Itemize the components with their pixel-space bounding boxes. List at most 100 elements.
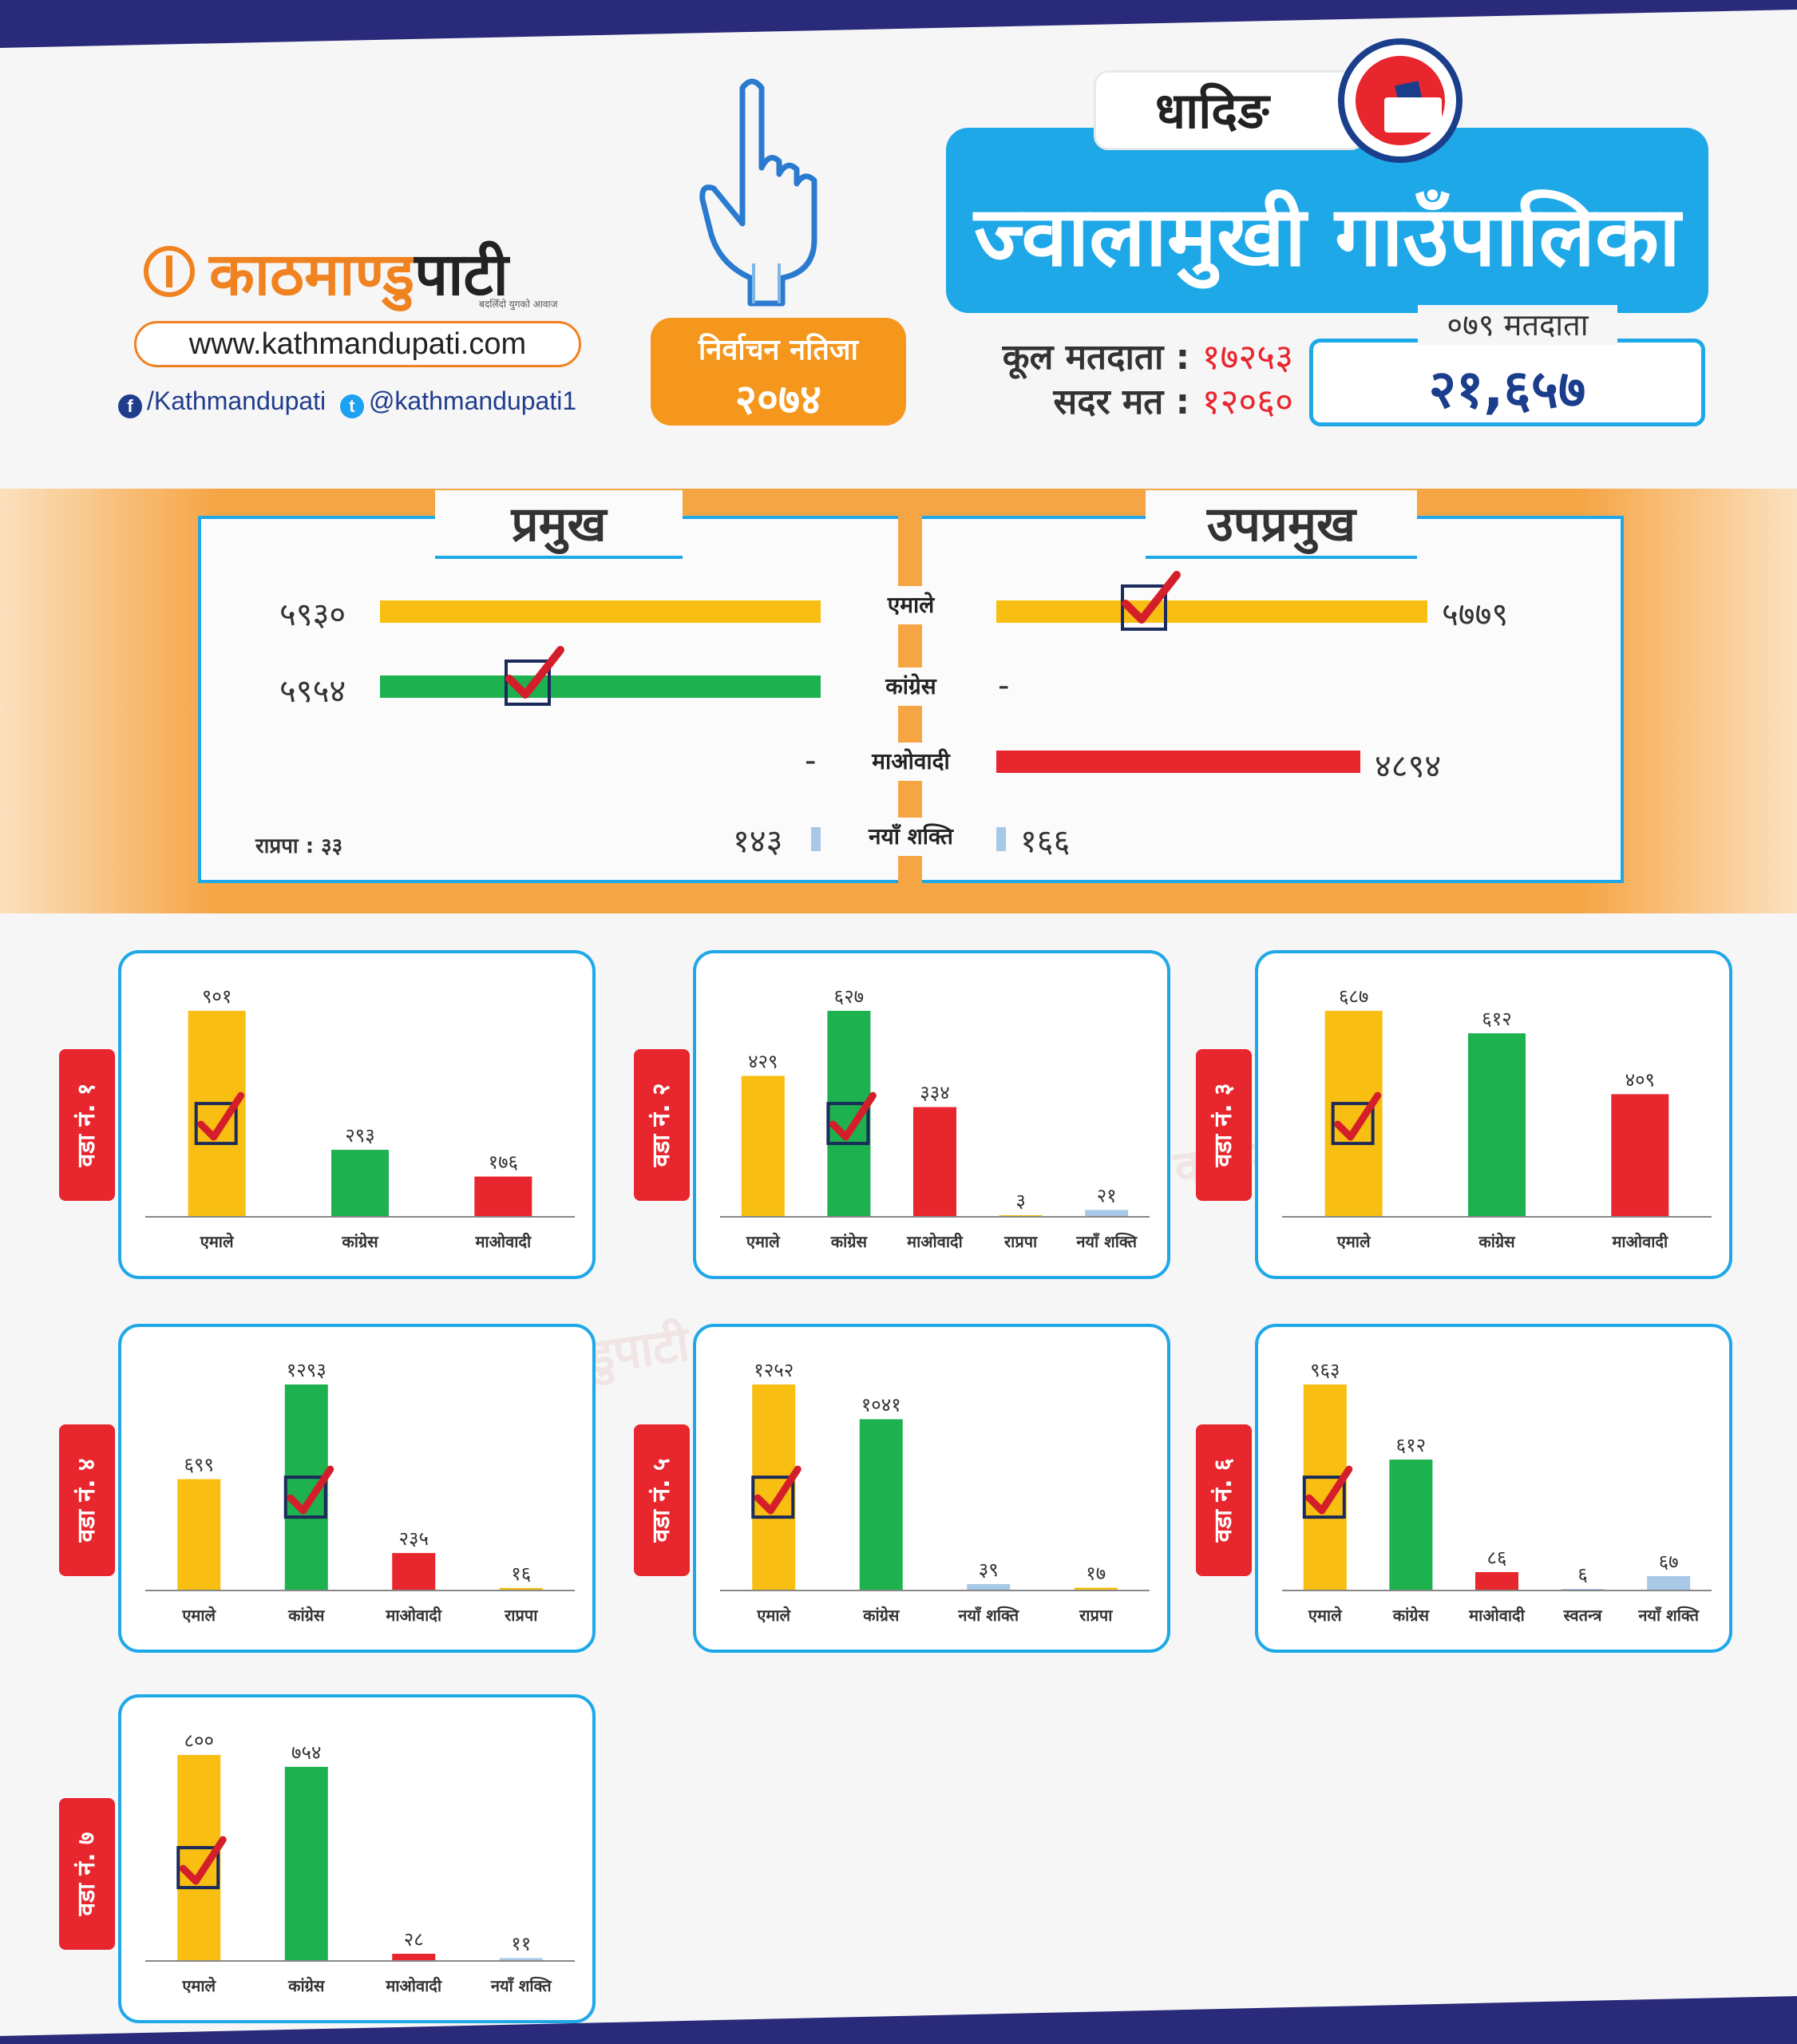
category-label: माओवादी bbox=[385, 1606, 442, 1625]
ward-title: वडा नं. ४ bbox=[73, 1458, 101, 1543]
category-label: माओवादी bbox=[1611, 1232, 1668, 1251]
data-label: २३५ bbox=[399, 1527, 429, 1550]
chief-value-newforce: १४३ bbox=[733, 823, 783, 860]
deputy-bar-newforce bbox=[996, 827, 1006, 851]
ward-card: ९६३ एमाले ६१२ कांग्रेस ८६ माओवादी ६ स्वतन्त्र ६७… bbox=[1255, 1324, 1732, 1653]
data-label: ६२७ bbox=[834, 985, 864, 1008]
category-label: कांग्रेस bbox=[341, 1232, 379, 1251]
twitter-handle[interactable]: @kathmandupati1 bbox=[368, 386, 577, 415]
twitter-icon[interactable]: t bbox=[339, 394, 364, 418]
ward-tab: वडा नं. ३ bbox=[1196, 1049, 1252, 1201]
ward-card: १२५२ एमाले १०४१ कांग्रेस ३९ नयाँ शक्ति १७ राप्र… bbox=[693, 1324, 1170, 1653]
top-band bbox=[0, 0, 1797, 48]
category-label: कांग्रेस bbox=[1478, 1232, 1516, 1251]
ward-tab: वडा नं. १ bbox=[59, 1049, 115, 1201]
data-label: १२५२ bbox=[754, 1359, 794, 1381]
ward-title: वडा नं. ५ bbox=[647, 1458, 675, 1543]
data-label: ४०९ bbox=[1625, 1068, 1655, 1091]
ward-chart: १२५२ एमाले १०४१ कांग्रेस ३९ नयाँ शक्ति १७ राप्र… bbox=[720, 1359, 1150, 1625]
deputy-title: उपप्रमुख bbox=[1146, 490, 1417, 559]
winner-check-icon bbox=[1302, 1465, 1353, 1519]
facebook-icon[interactable]: f bbox=[118, 394, 142, 418]
data-label: ६७ bbox=[1659, 1551, 1679, 1573]
ward-card: ९०१ एमाले २९३ कांग्रेस १७६ माओवादी bbox=[118, 950, 596, 1279]
voting-hand-icon bbox=[699, 78, 817, 307]
deputy-value-congress: - bbox=[998, 667, 1010, 704]
chief-value-uml: ५९३० bbox=[279, 596, 346, 633]
category-label: कांग्रेस bbox=[830, 1232, 869, 1251]
logo-tagline: बदलिँदो युगको आवाज bbox=[479, 299, 558, 310]
winner-check-icon bbox=[826, 1091, 877, 1146]
data-label: ६८७ bbox=[1339, 985, 1368, 1008]
winner-check-icon bbox=[194, 1091, 245, 1146]
voters-079-value: २१,६५७ bbox=[1428, 358, 1586, 420]
ward-chart: ६८७ एमाले ६१२ कांग्रेस ४०९ माओवादी bbox=[1282, 985, 1712, 1251]
voters-079-label: ०७९ मतदाता bbox=[1418, 305, 1617, 345]
data-label: २१ bbox=[1097, 1184, 1117, 1206]
data-label: ३ bbox=[1015, 1190, 1025, 1212]
data-label: ६९९ bbox=[184, 1454, 214, 1476]
ward-card: ४२९ एमाले ६२७ कांग्रेस ३३४ माओवादी ३ राप्रपा २१ न… bbox=[693, 950, 1170, 1279]
party-label-maoist: माओवादी bbox=[851, 743, 971, 781]
data-label: ९०१ bbox=[202, 985, 232, 1008]
data-label: ११ bbox=[511, 1932, 531, 1955]
bar bbox=[499, 1958, 543, 1961]
data-label: ३३४ bbox=[920, 1082, 949, 1104]
category-label: माओवादी bbox=[474, 1232, 532, 1251]
bar bbox=[913, 1107, 956, 1217]
ward-tab: वडा नं. ६ bbox=[1196, 1424, 1252, 1576]
ward-card: ६८७ एमाले ६१२ कांग्रेस ४०९ माओवादी bbox=[1255, 950, 1732, 1279]
category-label: नयाँ शक्ति bbox=[1637, 1606, 1700, 1625]
district-name: धादिङ bbox=[1094, 70, 1365, 150]
category-label: नयाँ शक्ति bbox=[1075, 1232, 1138, 1251]
website-link[interactable]: www.kathmandupati.com bbox=[134, 321, 581, 367]
category-label: नयाँ शक्ति bbox=[957, 1606, 1019, 1625]
category-label: एमाले bbox=[181, 1606, 216, 1625]
bar bbox=[392, 1953, 436, 1961]
bar bbox=[177, 1479, 221, 1590]
ward-tab: वडा नं. ७ bbox=[59, 1798, 115, 1950]
chief-bar-congress bbox=[380, 675, 821, 698]
bar bbox=[859, 1419, 903, 1590]
data-label: १६ bbox=[511, 1563, 531, 1585]
kathmandupati-logo: काठमाण्डुपाटी बदलिँदो युगको आवाज bbox=[136, 232, 583, 319]
data-label: ३९ bbox=[979, 1559, 999, 1581]
chief-bar-uml bbox=[380, 600, 821, 623]
bar bbox=[741, 1075, 785, 1217]
ward-title: वडा नं. ३ bbox=[1209, 1083, 1237, 1167]
ward-title: वडा नं. ७ bbox=[73, 1832, 101, 1916]
bar bbox=[331, 1150, 389, 1217]
ward-card: ६९९ एमाले १२९३ कांग्रेस २३५ माओवादी १६ राप्रपा bbox=[118, 1324, 596, 1653]
category-label: कांग्रेस bbox=[287, 1976, 326, 1995]
data-label: ६१२ bbox=[1396, 1434, 1426, 1456]
deputy-winner-check-icon bbox=[1121, 571, 1181, 631]
category-label: राप्रपा bbox=[504, 1606, 538, 1625]
category-label: एमाले bbox=[746, 1232, 781, 1251]
voters-079-box bbox=[1309, 339, 1705, 426]
chief-value-maoist: - bbox=[805, 743, 817, 779]
deputy-value-uml: ५७७९ bbox=[1442, 596, 1509, 633]
logo-mark-icon bbox=[144, 246, 195, 297]
ward-title: वडा नं. १ bbox=[73, 1083, 101, 1167]
logo-text-primary: काठमाण्डु bbox=[209, 240, 415, 309]
category-label: माओवादी bbox=[1468, 1606, 1526, 1625]
ward-title: वडा नं. २ bbox=[647, 1083, 675, 1167]
party-label-congress: कांग्रेस bbox=[851, 667, 971, 706]
category-label: माओवादी bbox=[385, 1976, 442, 1995]
ward-tab: वडा नं. ४ bbox=[59, 1424, 115, 1576]
bar bbox=[1647, 1576, 1691, 1590]
category-label: एमाले bbox=[200, 1232, 235, 1251]
chief-winner-check-icon bbox=[505, 646, 564, 706]
category-label: माओवादी bbox=[906, 1232, 964, 1251]
category-label: एमाले bbox=[1336, 1232, 1371, 1251]
result-label: निर्वाचन नतिजा bbox=[699, 334, 858, 366]
facebook-handle[interactable]: /Kathmandupati bbox=[147, 386, 327, 415]
data-label: ८६ bbox=[1487, 1547, 1507, 1569]
data-label: १७६ bbox=[489, 1151, 518, 1174]
bar bbox=[1475, 1571, 1518, 1590]
data-label: ७५४ bbox=[291, 1741, 321, 1764]
bar bbox=[1074, 1587, 1118, 1590]
deputy-value-newforce: १६६ bbox=[1020, 823, 1071, 860]
data-label: १२९३ bbox=[287, 1359, 327, 1381]
category-label: एमाले bbox=[756, 1606, 791, 1625]
